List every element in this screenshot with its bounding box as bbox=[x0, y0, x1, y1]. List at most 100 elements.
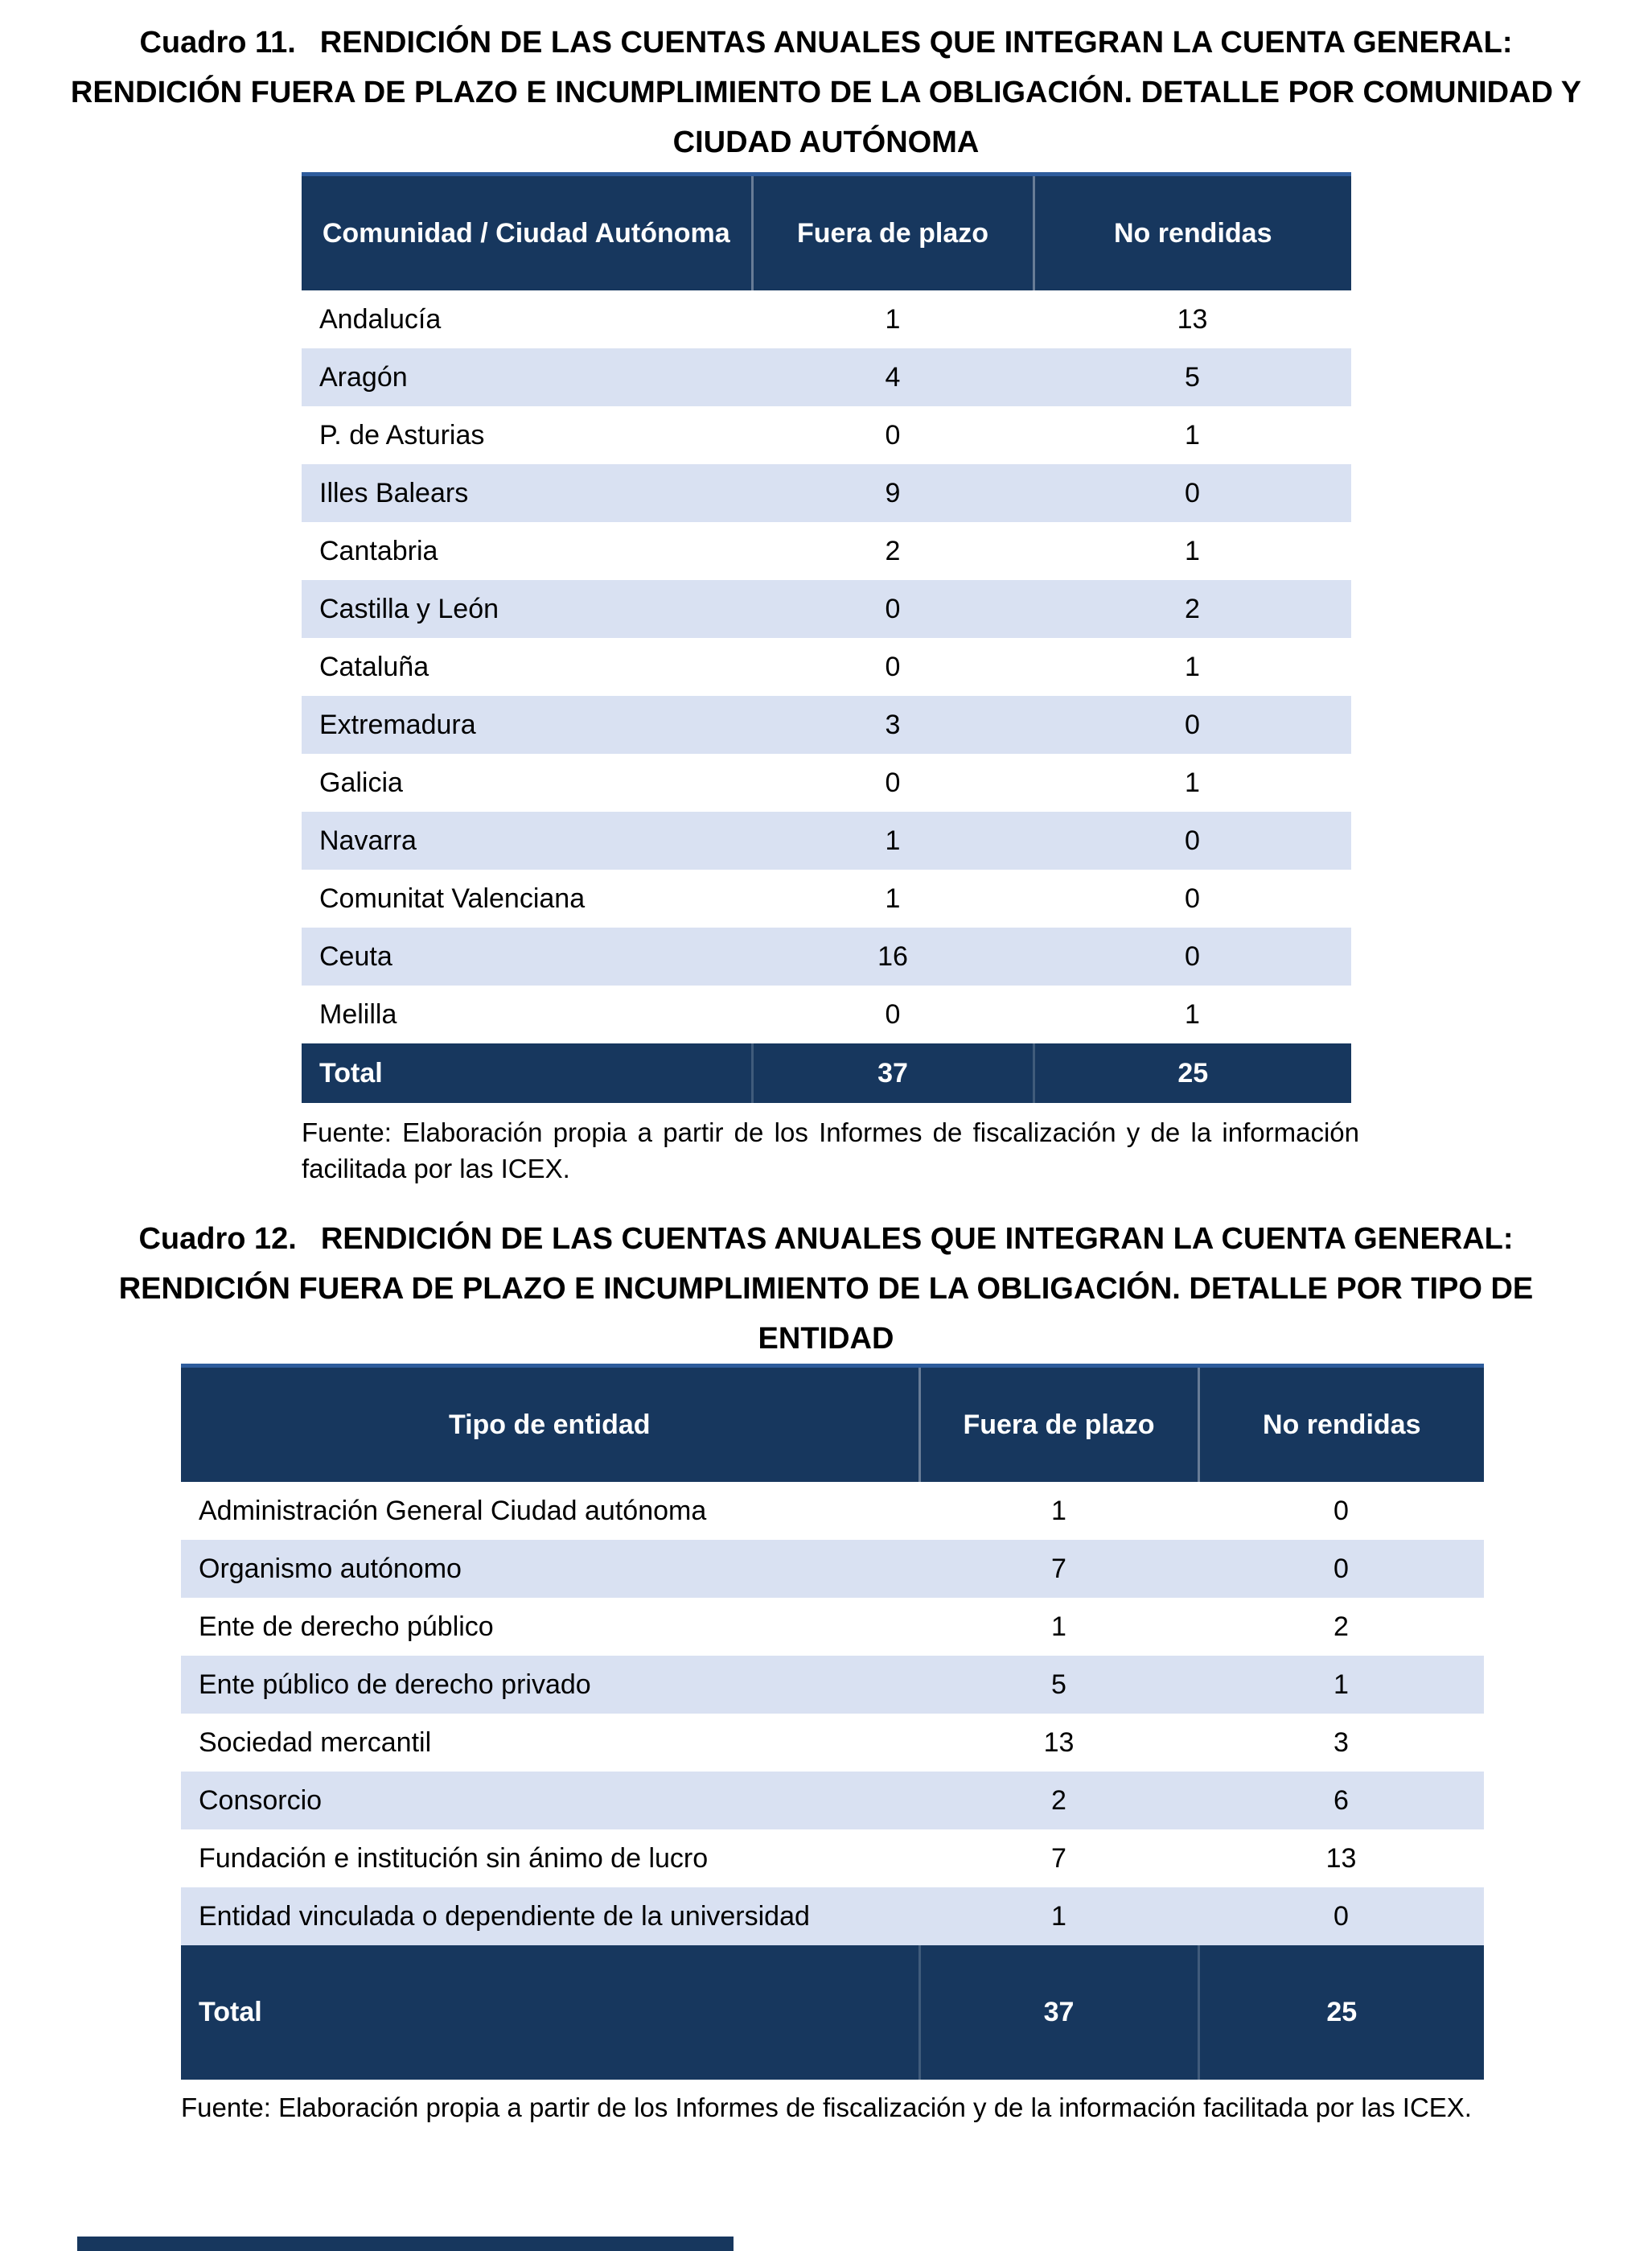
table-row: Entidad vinculada o dependiente de la un… bbox=[181, 1887, 1484, 1945]
row-value-cell: 1 bbox=[1034, 754, 1351, 812]
cuadro12-header-no-rendidas: No rendidas bbox=[1197, 1364, 1484, 1482]
row-value-cell: 0 bbox=[752, 406, 1034, 464]
row-label-cell: Illes Balears bbox=[302, 464, 752, 522]
row-value-cell: 13 bbox=[919, 1714, 1198, 1772]
row-value-cell: 5 bbox=[1034, 348, 1351, 406]
row-label-cell: Cataluña bbox=[302, 638, 752, 696]
row-value-cell: 1 bbox=[752, 812, 1034, 870]
row-value-cell: 0 bbox=[752, 638, 1034, 696]
table-row: Navarra 1 0 bbox=[302, 812, 1351, 870]
cuadro11-caption: Cuadro 11. RENDICIÓN DE LAS CUENTAS ANUAL… bbox=[70, 18, 1582, 167]
row-value-cell: 7 bbox=[919, 1540, 1198, 1598]
cuadro11-total-fuera-de-plazo: 37 bbox=[750, 1043, 1034, 1103]
cuadro12-header-fuera-de-plazo: Fuera de plazo bbox=[918, 1364, 1198, 1482]
row-value-cell: 0 bbox=[752, 754, 1034, 812]
table-row: Cantabria 2 1 bbox=[302, 522, 1351, 580]
table-row: Illes Balears 9 0 bbox=[302, 464, 1351, 522]
table-row: Administración General Ciudad autónoma 1 0 bbox=[181, 1482, 1484, 1540]
row-value-cell: 0 bbox=[1198, 1887, 1484, 1945]
row-label-cell: Consorcio bbox=[181, 1772, 919, 1829]
cuadro12-caption: Cuadro 12. RENDICIÓN DE LAS CUENTAS ANUAL… bbox=[70, 1214, 1582, 1364]
row-value-cell: 0 bbox=[1034, 696, 1351, 754]
row-value-cell: 1 bbox=[752, 290, 1034, 348]
row-value-cell: 6 bbox=[1198, 1772, 1484, 1829]
row-label-cell: Comunitat Valenciana bbox=[302, 870, 752, 928]
table-row: Extremadura 3 0 bbox=[302, 696, 1351, 754]
row-value-cell: 16 bbox=[752, 928, 1034, 986]
cuadro12-fuente: Fuente: Elaboración propia a partir de l… bbox=[181, 2093, 1472, 2122]
row-label-cell: Andalucía bbox=[302, 290, 752, 348]
row-value-cell: 1 bbox=[1198, 1656, 1484, 1714]
row-value-cell: 9 bbox=[752, 464, 1034, 522]
table-row: Castilla y León 0 2 bbox=[302, 580, 1351, 638]
row-value-cell: 2 bbox=[752, 522, 1034, 580]
cuadro12-table: Tipo de entidad Fuera de plazo No rendid… bbox=[181, 1364, 1484, 2080]
cuadro12-caption-label: Cuadro 12. bbox=[138, 1222, 297, 1256]
row-label-cell: Ceuta bbox=[302, 928, 752, 986]
row-label-cell: Aragón bbox=[302, 348, 752, 406]
row-value-cell: 7 bbox=[919, 1829, 1198, 1887]
row-value-cell: 1 bbox=[919, 1887, 1198, 1945]
table-row: Consorcio 2 6 bbox=[181, 1772, 1484, 1829]
cuadro11-header-comunidad: Comunidad / Ciudad Autónoma bbox=[302, 172, 752, 290]
row-label-cell: Extremadura bbox=[302, 696, 752, 754]
table-row: Fundación e institución sin ánimo de luc… bbox=[181, 1829, 1484, 1887]
row-value-cell: 1 bbox=[752, 870, 1034, 928]
row-label-cell: Melilla bbox=[302, 986, 752, 1043]
row-value-cell: 2 bbox=[1034, 580, 1351, 638]
row-value-cell: 3 bbox=[1198, 1714, 1484, 1772]
next-table-partial-header-bar bbox=[77, 2237, 734, 2251]
row-label-cell: Cantabria bbox=[302, 522, 752, 580]
cuadro11-header-row: Comunidad / Ciudad Autónoma Fuera de pla… bbox=[302, 172, 1351, 290]
table-row: Organismo autónomo 7 0 bbox=[181, 1540, 1484, 1598]
row-value-cell: 0 bbox=[752, 986, 1034, 1043]
table-row: Ente de derecho público 1 2 bbox=[181, 1598, 1484, 1656]
row-label-cell: P. de Asturias bbox=[302, 406, 752, 464]
table-row: Andalucía 1 13 bbox=[302, 290, 1351, 348]
row-value-cell: 1 bbox=[1034, 638, 1351, 696]
row-value-cell: 1 bbox=[1034, 406, 1351, 464]
row-label-cell: Fundación e institución sin ánimo de luc… bbox=[181, 1829, 919, 1887]
cuadro12-total-label: Total bbox=[181, 1945, 919, 2080]
row-value-cell: 0 bbox=[1198, 1540, 1484, 1598]
row-value-cell: 4 bbox=[752, 348, 1034, 406]
row-value-cell: 0 bbox=[1198, 1482, 1484, 1540]
row-value-cell: 1 bbox=[1034, 522, 1351, 580]
row-label-cell: Galicia bbox=[302, 754, 752, 812]
cuadro11-header-fuera-de-plazo: Fuera de plazo bbox=[750, 172, 1034, 290]
row-value-cell: 0 bbox=[1034, 464, 1351, 522]
row-value-cell: 1 bbox=[919, 1598, 1198, 1656]
row-label-cell: Ente público de derecho privado bbox=[181, 1656, 919, 1714]
row-value-cell: 0 bbox=[1034, 870, 1351, 928]
row-value-cell: 13 bbox=[1034, 290, 1351, 348]
row-label-cell: Sociedad mercantil bbox=[181, 1714, 919, 1772]
row-label-cell: Entidad vinculada o dependiente de la un… bbox=[181, 1887, 919, 1945]
row-value-cell: 13 bbox=[1198, 1829, 1484, 1887]
row-label-cell: Navarra bbox=[302, 812, 752, 870]
cuadro11-total-label: Total bbox=[302, 1043, 752, 1103]
cuadro12-body: Administración General Ciudad autónoma 1 0… bbox=[181, 1482, 1484, 1945]
row-value-cell: 0 bbox=[1034, 812, 1351, 870]
cuadro12-header-row: Tipo de entidad Fuera de plazo No rendid… bbox=[181, 1364, 1484, 1482]
table-row: Aragón 4 5 bbox=[302, 348, 1351, 406]
table-row: Comunitat Valenciana 1 0 bbox=[302, 870, 1351, 928]
cuadro12-total-no-rendidas: 25 bbox=[1197, 1945, 1484, 2080]
cuadro11-body: Andalucía 1 13 Aragón 4 5 P. de Asturias 0 1 Ille… bbox=[302, 290, 1351, 1043]
row-label-cell: Administración General Ciudad autónoma bbox=[181, 1482, 919, 1540]
row-value-cell: 1 bbox=[919, 1482, 1198, 1540]
row-value-cell: 2 bbox=[919, 1772, 1198, 1829]
cuadro11-caption-label: Cuadro 11. bbox=[139, 26, 296, 60]
row-label-cell: Castilla y León bbox=[302, 580, 752, 638]
cuadro12-header-tipo-entidad: Tipo de entidad bbox=[181, 1364, 919, 1482]
row-value-cell: 3 bbox=[752, 696, 1034, 754]
cuadro12-caption-text: RENDICIÓN DE LAS CUENTAS ANUALES QUE INT… bbox=[118, 1222, 1534, 1356]
table-row: Sociedad mercantil 13 3 bbox=[181, 1714, 1484, 1772]
row-value-cell: 2 bbox=[1198, 1598, 1484, 1656]
table-row: Ente público de derecho privado 5 1 bbox=[181, 1656, 1484, 1714]
cuadro11-total-row: Total 37 25 bbox=[302, 1043, 1351, 1103]
row-label-cell: Ente de derecho público bbox=[181, 1598, 919, 1656]
cuadro11-caption-text: RENDICIÓN DE LAS CUENTAS ANUALES QUE INT… bbox=[70, 26, 1582, 159]
cuadro12-total-row: Total 37 25 bbox=[181, 1945, 1484, 2080]
row-label-cell: Organismo autónomo bbox=[181, 1540, 919, 1598]
table-row: Cataluña 0 1 bbox=[302, 638, 1351, 696]
